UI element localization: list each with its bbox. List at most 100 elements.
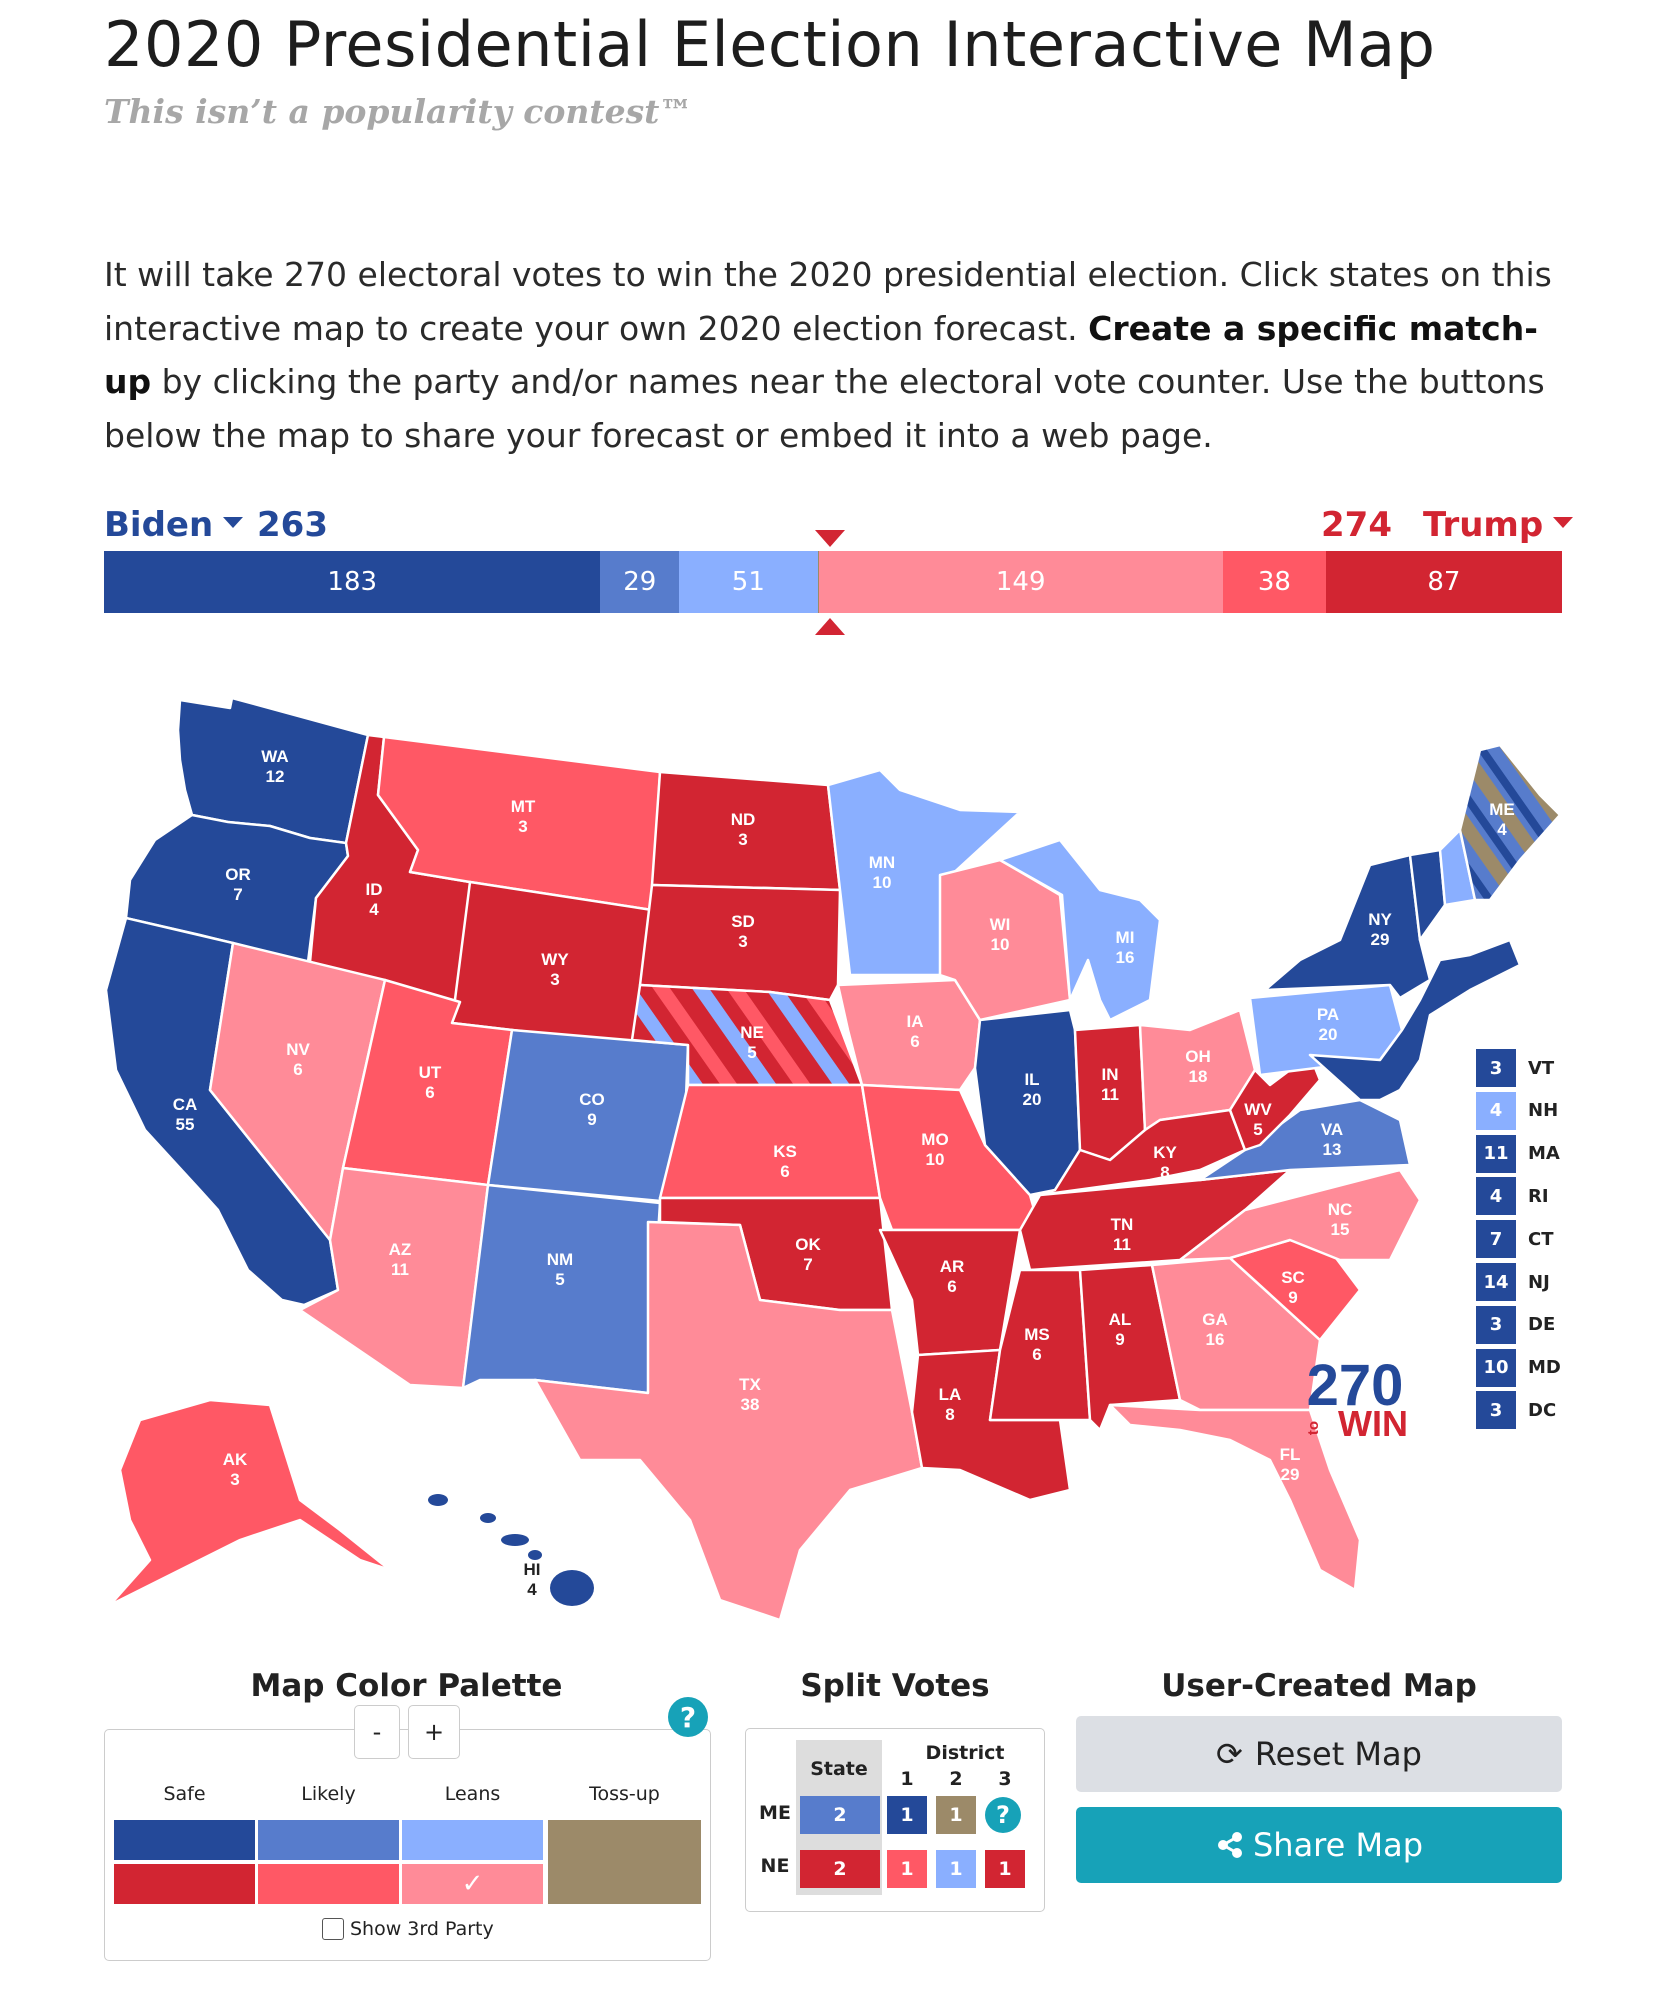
- small-state-row[interactable]: 3 DC: [1476, 1391, 1573, 1430]
- small-state-ev-box[interactable]: 11: [1476, 1134, 1516, 1173]
- swatch-safe-rep[interactable]: [114, 1864, 255, 1904]
- swatch-likely-dem[interactable]: [258, 1820, 399, 1860]
- state-label-la: LA: [939, 1385, 962, 1404]
- state-ev-hi: 4: [527, 1580, 537, 1599]
- small-state-ev-box[interactable]: 3: [1476, 1305, 1516, 1344]
- state-label-ms: MS: [1024, 1325, 1050, 1344]
- reset-map-label: Reset Map: [1254, 1735, 1422, 1773]
- swatch-safe-dem[interactable]: [114, 1820, 255, 1860]
- state-ev-me: 4: [1497, 820, 1507, 839]
- state-ev-fl: 29: [1281, 1465, 1300, 1484]
- third-party-checkbox[interactable]: [322, 1918, 344, 1940]
- state-ev-sd: 3: [738, 932, 747, 951]
- small-state-abbr: DE: [1528, 1314, 1556, 1336]
- state-MN[interactable]: [826, 768, 1022, 977]
- palette-plus-button[interactable]: +: [408, 1705, 460, 1759]
- logo-number: 270: [1307, 1353, 1404, 1418]
- me-district-2[interactable]: 1: [936, 1796, 976, 1834]
- small-state-row[interactable]: 7 CT: [1476, 1220, 1573, 1259]
- ne-statewide-votes[interactable]: 2: [800, 1850, 880, 1888]
- state-ev-ms: 6: [1032, 1345, 1041, 1364]
- state-ev-wa: 12: [266, 767, 285, 786]
- rep-candidate-name: Trump: [1423, 505, 1544, 545]
- small-state-row[interactable]: 3 VT: [1476, 1049, 1573, 1087]
- state-AK[interactable]: [108, 1398, 392, 1607]
- selected-check-icon: ✓: [461, 1869, 484, 1899]
- me-statewide-votes[interactable]: 2: [800, 1796, 880, 1834]
- state-label-ok: OK: [795, 1235, 821, 1254]
- state-ev-mn: 10: [873, 873, 892, 892]
- state-ev-nv: 6: [293, 1060, 302, 1079]
- swatch-lean-dem[interactable]: [402, 1820, 543, 1860]
- state-ev-pa: 20: [1319, 1025, 1338, 1044]
- state-NY[interactable]: [1263, 853, 1432, 1000]
- state-TX[interactable]: [533, 1220, 924, 1620]
- state-KS[interactable]: [658, 1083, 882, 1200]
- small-state-row[interactable]: 3 DE: [1476, 1305, 1573, 1344]
- small-state-ev-box[interactable]: 3: [1476, 1049, 1516, 1087]
- page-title: 2020 Presidential Election Interactive M…: [104, 8, 1436, 81]
- district-number-1: 1: [900, 1768, 914, 1790]
- split-help-icon[interactable]: ?: [985, 1797, 1021, 1833]
- state-IA[interactable]: [836, 978, 982, 1092]
- palette-header-likely: Likely: [301, 1783, 356, 1805]
- small-state-ev-box[interactable]: 3: [1476, 1391, 1516, 1430]
- state-ev-mt: 3: [518, 817, 527, 836]
- state-label-ca: CA: [173, 1095, 198, 1114]
- state-ME[interactable]: [1458, 743, 1562, 902]
- rep-candidate-selector[interactable]: Trump: [1423, 505, 1574, 545]
- small-state-ev-box[interactable]: 4: [1476, 1091, 1516, 1130]
- small-state-row[interactable]: 10 MD: [1476, 1348, 1573, 1387]
- state-label-tn: TN: [1111, 1215, 1134, 1234]
- state-MI[interactable]: [998, 838, 1162, 1022]
- small-state-row[interactable]: 11 MA: [1476, 1134, 1573, 1173]
- ne-district-2[interactable]: 1: [936, 1850, 976, 1888]
- small-state-ev-box[interactable]: 10: [1476, 1348, 1516, 1387]
- state-label-sc: SC: [1281, 1268, 1305, 1287]
- state-ev-nd: 3: [738, 830, 747, 849]
- district-number-3: 3: [998, 1768, 1012, 1790]
- swatch-likely-rep[interactable]: [258, 1864, 399, 1904]
- ne-district-1[interactable]: 1: [887, 1850, 927, 1888]
- small-state-abbr: DC: [1528, 1399, 1557, 1421]
- state-ev-az: 11: [391, 1260, 409, 1279]
- state-HI[interactable]: [428, 1494, 594, 1606]
- state-label-ne: NE: [740, 1023, 764, 1042]
- state-FL[interactable]: [1108, 1403, 1362, 1592]
- small-state-row[interactable]: 14 NJ: [1476, 1263, 1573, 1301]
- state-label-in: IN: [1102, 1065, 1119, 1084]
- third-party-option[interactable]: Show 3rd Party: [322, 1918, 494, 1940]
- state-label-hi: HI: [524, 1560, 541, 1579]
- state-NM[interactable]: [461, 1183, 662, 1395]
- state-ev-co: 9: [587, 1110, 596, 1129]
- small-state-abbr: MA: [1528, 1143, 1560, 1165]
- ne-district-3[interactable]: 1: [985, 1850, 1025, 1888]
- state-ev-oh: 18: [1189, 1067, 1208, 1086]
- small-state-row[interactable]: 4 RI: [1476, 1177, 1573, 1216]
- share-map-button[interactable]: Share Map: [1076, 1807, 1562, 1883]
- state-ev-mo: 10: [926, 1150, 945, 1169]
- state-NE-corridor[interactable]: [1308, 938, 1522, 1102]
- me-district-1[interactable]: 1: [887, 1796, 927, 1834]
- small-state-ev-box[interactable]: 7: [1476, 1220, 1516, 1259]
- small-state-ev-box[interactable]: 14: [1476, 1263, 1516, 1301]
- ev-bar-segment: 51: [679, 551, 818, 613]
- small-state-row[interactable]: 4 NH: [1476, 1091, 1573, 1130]
- swatch-tossup[interactable]: [548, 1820, 701, 1904]
- state-label-ut: UT: [419, 1063, 442, 1082]
- palette-minus-button[interactable]: -: [354, 1705, 400, 1759]
- reset-map-button[interactable]: ⟳ Reset Map: [1076, 1716, 1562, 1792]
- small-state-abbr: VT: [1528, 1057, 1555, 1079]
- state-ev-va: 13: [1323, 1140, 1342, 1159]
- palette-help-icon[interactable]: ?: [668, 1697, 708, 1737]
- small-state-ev-box[interactable]: 4: [1476, 1177, 1516, 1216]
- state-ev-ar: 6: [947, 1277, 956, 1296]
- palette-header-tossup: Toss-up: [589, 1783, 660, 1805]
- intro-text-end: by clicking the party and/or names near …: [104, 362, 1545, 455]
- swatch-lean-rep[interactable]: ✓: [402, 1864, 543, 1904]
- state-ev-ga: 16: [1206, 1330, 1225, 1349]
- dem-candidate-selector[interactable]: Biden: [104, 505, 244, 545]
- state-label-ia: IA: [907, 1012, 924, 1031]
- district-column-header: District: [925, 1742, 1005, 1764]
- state-NC[interactable]: [1178, 1168, 1422, 1262]
